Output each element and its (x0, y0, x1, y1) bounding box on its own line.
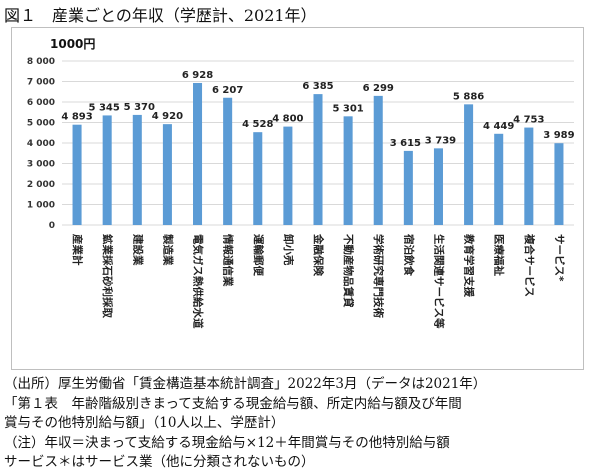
data-label: 5 370 (124, 102, 155, 113)
bar (162, 124, 172, 225)
x-category-label: 教育学習支援 (463, 233, 476, 297)
x-category-label: 情報通信業 (222, 234, 235, 287)
bar (102, 115, 112, 225)
chart-area: 1000円 0 1 000 2 000 3 000 4 000 5 000 6 000 7 0… (11, 27, 584, 370)
bar (464, 104, 474, 225)
x-category-label: 学術研究専門技術 (372, 234, 385, 318)
x-category-label: 医療福祉 (493, 234, 506, 276)
data-label: 4 528 (242, 119, 273, 130)
x-category-label: 産業計 (71, 234, 84, 266)
notes: （出所）厚生労働省「賃金構造基本統計調査」2022年3月（データは2021年） … (4, 375, 486, 473)
bar (343, 116, 353, 225)
data-label: 4 893 (61, 112, 92, 123)
data-label: 5 886 (453, 91, 484, 102)
source-note-line-2: 「第１表 年齢階級別きまって支給する現金給与額、所定内給与額及び年間 (4, 395, 462, 412)
y-tick-label: 2 000 (27, 180, 55, 190)
bar (223, 97, 233, 225)
bar (494, 133, 504, 225)
y-tick-label: 8 000 (27, 57, 55, 67)
source-note-line-3: 賞与その他特別給与額」（10人以上、学歴計） (4, 415, 285, 431)
x-category-label: 複合サービス (523, 233, 536, 297)
bar (253, 132, 263, 225)
data-label: 4 800 (272, 114, 303, 125)
data-label: 3 989 (543, 130, 574, 141)
x-category-label: 電気ガス熱供給水道 (192, 234, 205, 329)
x-category-label: 鉱業採石砂利採取 (101, 234, 114, 318)
bar-chart: 0 1 000 2 000 3 000 4 000 5 000 6 000 7 000 8 00… (27, 57, 575, 329)
bar (72, 124, 82, 225)
data-label: 5 301 (332, 103, 363, 114)
bar (132, 114, 142, 225)
x-category-label: サービス* (553, 234, 566, 282)
x-category-label: 建設業 (131, 233, 144, 266)
y-tick-label: 0 (49, 221, 55, 231)
bar (524, 127, 534, 225)
data-label: 6 928 (182, 70, 213, 81)
y-tick-label: 3 000 (27, 160, 55, 170)
x-category-label: 宿泊飲食 (402, 234, 415, 276)
x-category-label: 卸小売 (282, 234, 295, 266)
bar (554, 143, 564, 225)
bar (313, 94, 323, 225)
bar (373, 95, 383, 225)
x-category-label: 運輸郵便 (252, 234, 265, 276)
formula-note: （注）年収＝決まって支給する現金給与×12＋年間賞与その他特別給与額 (4, 434, 450, 451)
data-label: 3 615 (390, 138, 421, 149)
data-label: 6 207 (212, 85, 243, 96)
y-tick-label: 7 000 (27, 78, 55, 88)
y-tick-label: 4 000 (27, 139, 55, 149)
source-note-line-1: （出所）厚生労働省「賃金構造基本統計調査」2022年3月（データは2021年） (4, 376, 487, 392)
data-label: 6 385 (302, 81, 333, 92)
data-label: 4 920 (152, 111, 183, 122)
data-label: 3 739 (425, 135, 456, 146)
bar (283, 126, 293, 225)
figure-title: 図１ 産業ごとの年収（学歴計、2021年） (4, 6, 317, 25)
bar (193, 82, 203, 225)
x-category-label: 金融保険 (312, 233, 325, 276)
service-note: サービス＊はサービス業（他に分類されないもの） (4, 454, 315, 470)
y-tick-label: 1 000 (27, 201, 55, 211)
x-category-label: 製造業 (161, 233, 174, 266)
data-label: 5 345 (89, 102, 120, 113)
data-label: 6 299 (363, 83, 394, 94)
bar (433, 148, 443, 225)
x-category-label: 不動産物品賃貸 (342, 234, 355, 308)
y-tick-label: 6 000 (27, 98, 55, 108)
bar (403, 150, 413, 225)
x-category-label: 生活関連サービス等 (432, 234, 445, 329)
data-label: 4 753 (513, 115, 544, 126)
y-unit-label: 1000円 (50, 37, 96, 51)
data-label: 4 449 (483, 121, 514, 132)
y-tick-label: 5 000 (27, 119, 55, 129)
